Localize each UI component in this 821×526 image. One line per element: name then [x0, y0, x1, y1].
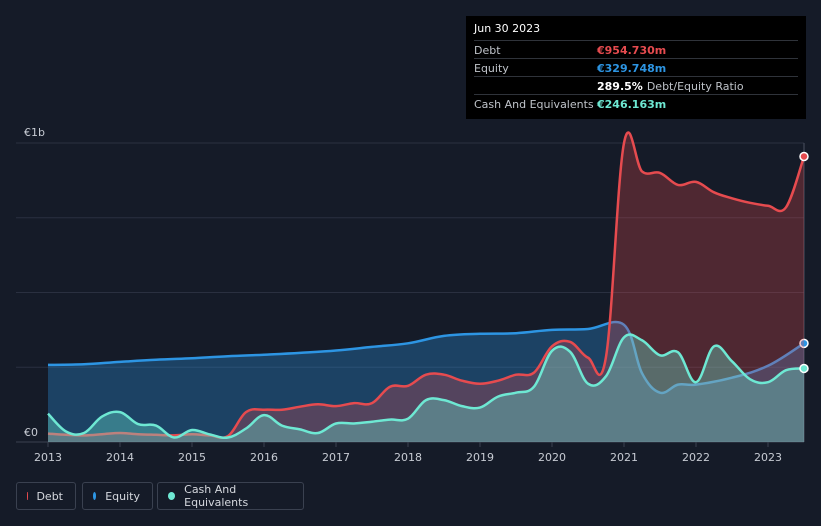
- legend-equity-label: Equity: [105, 489, 140, 503]
- x-tick-label: 2022: [682, 451, 710, 464]
- x-tick-label: 2018: [394, 451, 422, 464]
- x-tick-label: 2016: [250, 451, 278, 464]
- tooltip-equity-label: Equity: [474, 61, 509, 75]
- x-tick-label: 2021: [610, 451, 638, 464]
- tooltip-date: Jun 30 2023: [474, 22, 541, 35]
- legend-cash-label: Cash And Equivalents: [184, 483, 249, 509]
- legend-equity-toggle[interactable]: Equity: [82, 482, 153, 510]
- cash-line: [47, 333, 805, 439]
- debt-area: [48, 132, 804, 443]
- tooltip-row-ratio: 289.5% Debt/Equity Ratio: [474, 76, 798, 94]
- tooltip-row-debt: Debt €954.730m: [474, 40, 798, 58]
- x-tick-label: 2020: [538, 451, 566, 464]
- tooltip-debt-value: €954.730m: [597, 43, 667, 57]
- legend-debt-toggle[interactable]: Debt: [16, 482, 76, 510]
- cash-dot-icon: [168, 492, 176, 500]
- debt-line: [47, 131, 806, 439]
- equity-line: [47, 320, 805, 395]
- tooltip-equity-value: €329.748m: [597, 61, 667, 75]
- x-tick-label: 2015: [178, 451, 206, 464]
- x-tick-label: 2023: [754, 451, 782, 464]
- tooltip-row-equity: Equity €329.748m: [474, 58, 798, 76]
- y-tick-label-zero: €0: [24, 426, 38, 439]
- tooltip-cash-label: Cash And Equivalents: [474, 97, 594, 111]
- tooltip: Jun 30 2023 Debt €954.730m Equity €329.7…: [466, 16, 806, 119]
- legend-debt-label: Debt: [36, 489, 63, 503]
- equity-dot-icon: [93, 492, 97, 500]
- cash-area: [48, 334, 804, 442]
- tooltip-ratio-value: 289.5%: [597, 79, 643, 93]
- x-tick-label: 2019: [466, 451, 494, 464]
- equity-end-marker: [799, 338, 809, 349]
- tooltip-row-cash: Cash And Equivalents €246.163m: [474, 94, 798, 112]
- debt-end-marker: [799, 151, 809, 162]
- cash-end-marker: [799, 363, 809, 374]
- x-tick-label: 2014: [106, 451, 134, 464]
- tooltip-ratio-label: Debt/Equity Ratio: [646, 79, 744, 93]
- legend-cash-toggle[interactable]: Cash And Equivalents: [157, 482, 304, 510]
- x-tick-label: 2013: [34, 451, 62, 464]
- tooltip-debt-label: Debt: [474, 43, 501, 57]
- tooltip-cash-value: €246.163m: [597, 97, 667, 111]
- equity-area: [48, 321, 804, 442]
- y-tick-label-max: €1b: [24, 126, 45, 139]
- x-tick-label: 2017: [322, 451, 350, 464]
